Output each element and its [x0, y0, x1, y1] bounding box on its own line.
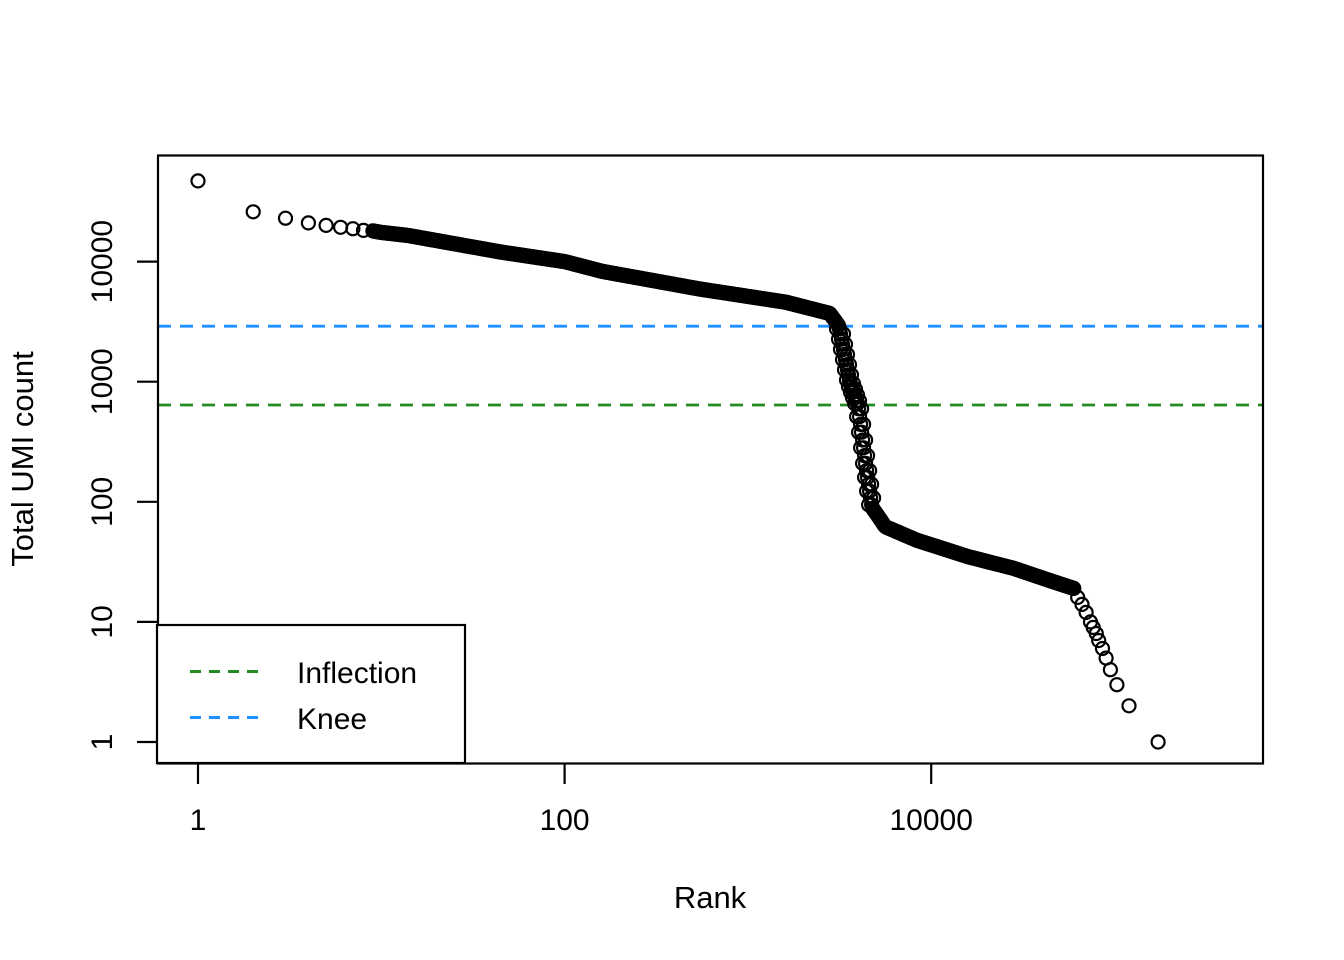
- data-point: [1074, 596, 1090, 613]
- legend-box: [155, 623, 467, 765]
- data-point: [1102, 662, 1119, 678]
- data-point: [857, 432, 874, 448]
- data-point: [300, 215, 316, 231]
- y-tick-label: 1: [86, 734, 119, 751]
- data-point: [1094, 640, 1111, 657]
- reference-lines: [158, 324, 1263, 407]
- data-point: [1121, 698, 1137, 714]
- data-point: [1078, 604, 1094, 621]
- plot-box: [156, 154, 1265, 765]
- data-point: [853, 401, 870, 417]
- x-tick-label: 10000: [889, 804, 972, 837]
- data-point: [345, 221, 361, 237]
- x-tick-label: 100: [540, 804, 590, 837]
- scatter-points: [190, 173, 1166, 750]
- legend-label-knee: Knee: [297, 703, 367, 736]
- data-point: [245, 204, 261, 220]
- data-point: [190, 173, 206, 189]
- data-point: [277, 210, 294, 226]
- data-point: [1109, 677, 1125, 693]
- y-axis: 1 10 100 1000 10000: [86, 220, 158, 750]
- y-tick-label: 1000: [86, 348, 119, 415]
- data-point: [333, 219, 349, 235]
- data-point: [1091, 632, 1107, 649]
- legend: Inflection Knee: [155, 623, 467, 765]
- data-point: [1088, 625, 1104, 642]
- x-tick-label: 1: [190, 804, 207, 837]
- x-axis: 1 100 10000: [190, 763, 973, 837]
- y-tick-label: 10000: [86, 220, 119, 303]
- data-point: [1150, 734, 1166, 750]
- data-point: [318, 217, 334, 233]
- x-axis-title: Rank: [674, 880, 747, 915]
- y-tick-label: 100: [86, 477, 119, 527]
- data-point: [855, 416, 872, 432]
- y-axis-title: Total UMI count: [5, 351, 40, 567]
- legend-label-inflection: Inflection: [297, 657, 417, 690]
- y-tick-label: 10: [86, 605, 119, 638]
- data-point: [859, 448, 876, 464]
- data-point: [1066, 580, 1082, 597]
